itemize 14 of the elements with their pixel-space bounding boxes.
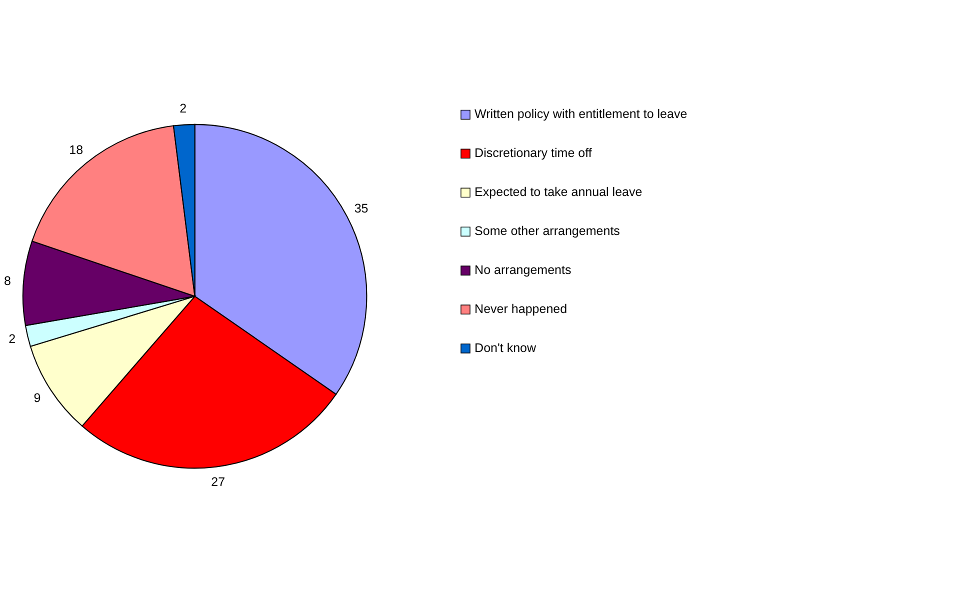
- data-label: 2: [8, 332, 16, 346]
- data-label: 35: [354, 202, 368, 216]
- legend-label: No arrangements: [474, 263, 572, 278]
- data-label: 2: [180, 101, 187, 116]
- legend-label: Expected to take annual leave: [474, 185, 642, 200]
- data-label: 9: [34, 391, 41, 406]
- legend-label: Never happened: [474, 302, 568, 316]
- legend-label: Some other arrangements: [474, 224, 620, 238]
- legend-label: Don't know: [474, 340, 538, 355]
- data-label: 27: [211, 475, 226, 490]
- data-label: 8: [4, 274, 12, 288]
- legend-label: Written policy with entitlement to leave: [474, 107, 688, 122]
- legend-label: Discretionary time off: [474, 146, 592, 160]
- data-label: 18: [69, 143, 84, 158]
